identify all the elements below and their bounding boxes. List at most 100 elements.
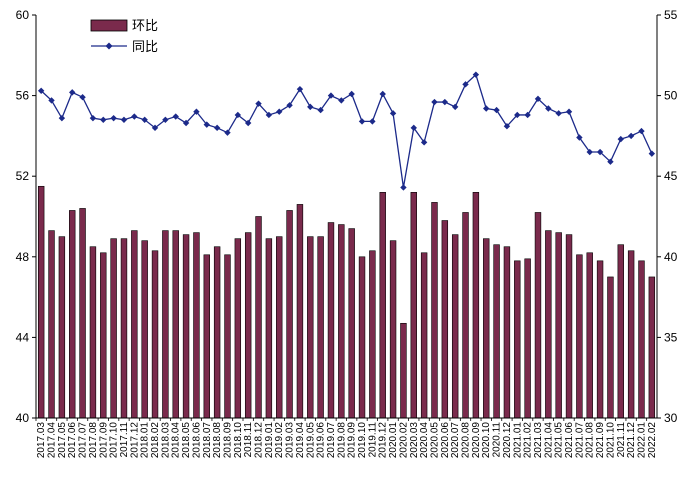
point-2019.07 xyxy=(327,92,335,99)
bar-2019.05 xyxy=(307,236,314,419)
bar-2017.07 xyxy=(79,208,86,419)
point-2021.05 xyxy=(555,110,562,117)
x-tick-label-2018.05: 2018.05 xyxy=(181,422,192,459)
point-2018.06 xyxy=(193,108,200,115)
x-tick-label-2017.08: 2017.08 xyxy=(88,422,99,459)
bar-2019.09 xyxy=(348,228,355,419)
bar-2018.07 xyxy=(203,254,210,419)
point-2021.08 xyxy=(586,148,593,156)
x-tick-label-2017.12: 2017.12 xyxy=(129,422,140,459)
bar-2018.06 xyxy=(193,232,200,419)
x-tick-label-2020.05: 2020.05 xyxy=(429,422,440,459)
point-2020.10 xyxy=(483,105,490,112)
point-2017.04 xyxy=(48,97,55,104)
left-axis-ticks: 40 44 48 52 56 60 xyxy=(16,8,36,425)
bar-2021.10 xyxy=(607,276,614,419)
bar-2020.09 xyxy=(472,192,480,419)
left-tick-label-60: 60 xyxy=(16,8,30,22)
x-tick-label-2021.10: 2021.10 xyxy=(605,422,616,459)
point-2021.03 xyxy=(534,95,542,103)
bar-2021.07 xyxy=(576,254,583,419)
point-2019.05 xyxy=(307,103,314,111)
bar-2022.02 xyxy=(648,276,656,419)
point-2021.02 xyxy=(524,111,531,119)
point-2018.05 xyxy=(182,119,190,127)
x-tick-label-2020.02: 2020.02 xyxy=(398,422,409,459)
point-2017.10 xyxy=(110,114,117,122)
bar-2017.12 xyxy=(131,230,138,419)
bar-2019.08 xyxy=(338,224,345,419)
point-2019.08 xyxy=(338,97,345,104)
bar-2020.10 xyxy=(483,238,490,419)
point-2021.11 xyxy=(617,135,624,143)
legend-marker-tongbi xyxy=(105,42,113,50)
bar-2020.02 xyxy=(400,322,407,419)
point-2017.05 xyxy=(58,114,66,122)
x-tick-label-2019.01: 2019.01 xyxy=(264,422,275,459)
right-tick-label-50: 50 xyxy=(664,89,678,103)
point-2018.08 xyxy=(213,124,221,132)
x-tick-label-2020.10: 2020.10 xyxy=(481,422,492,459)
point-2018.07 xyxy=(203,121,210,128)
bar-2021.01 xyxy=(514,260,521,419)
x-tick-label-2021.08: 2021.08 xyxy=(585,422,596,459)
point-2020.08 xyxy=(462,81,469,88)
point-2017.08 xyxy=(89,114,97,122)
bar-2020.06 xyxy=(441,220,449,419)
x-tick-label-2021.11: 2021.11 xyxy=(616,422,627,458)
x-tick-label-2017.05: 2017.05 xyxy=(57,422,68,459)
point-2019.12 xyxy=(379,90,386,98)
bar-2019.06 xyxy=(317,236,324,419)
bar-2019.11 xyxy=(369,250,376,419)
point-2020.09 xyxy=(472,71,480,78)
point-2020.11 xyxy=(493,106,500,114)
bar-2021.06 xyxy=(565,234,573,419)
x-tick-label-2018.06: 2018.06 xyxy=(191,422,202,459)
right-tick-label-55: 55 xyxy=(664,8,678,22)
x-axis-ticks: 2017.03 2017.04 2017.05 2017.06 2017.07 2017.… xyxy=(35,418,658,459)
x-tick-label-2021.01: 2021.01 xyxy=(512,422,523,459)
point-2018.09 xyxy=(224,129,231,136)
bar-2018.08 xyxy=(213,246,221,419)
point-2020.07 xyxy=(451,103,459,111)
bar-2020.04 xyxy=(420,252,428,419)
bar-2021.05 xyxy=(555,232,562,419)
bar-2017.05 xyxy=(58,236,66,419)
point-2021.04 xyxy=(545,105,552,112)
line-series-tongbi xyxy=(37,71,656,191)
x-tick-label-2017.03: 2017.03 xyxy=(36,422,47,459)
left-tick-label-48: 48 xyxy=(16,250,30,264)
bar-2018.02 xyxy=(151,250,159,419)
x-tick-label-2020.01: 2020.01 xyxy=(388,422,399,459)
bar-2018.09 xyxy=(224,254,231,419)
point-2019.03 xyxy=(286,102,293,109)
x-tick-label-2019.03: 2019.03 xyxy=(285,422,296,459)
point-2018.04 xyxy=(172,113,179,120)
x-tick-label-2018.03: 2018.03 xyxy=(160,422,171,459)
right-tick-label-30: 30 xyxy=(664,411,678,425)
x-tick-label-2021.12: 2021.12 xyxy=(626,422,637,459)
x-tick-label-2021.05: 2021.05 xyxy=(554,422,565,459)
x-tick-label-2017.10: 2017.10 xyxy=(109,422,120,459)
point-2018.03 xyxy=(162,116,169,123)
point-2017.07 xyxy=(79,94,86,101)
x-tick-label-2021.06: 2021.06 xyxy=(564,422,575,459)
point-2022.01 xyxy=(638,127,645,135)
right-tick-label-35: 35 xyxy=(664,330,678,344)
x-tick-label-2019.10: 2019.10 xyxy=(357,422,368,459)
bar-2020.03 xyxy=(410,192,417,419)
bar-2019.01 xyxy=(265,238,273,419)
left-tick-label-52: 52 xyxy=(16,169,30,183)
point-2020.06 xyxy=(441,98,449,106)
point-2018.11 xyxy=(244,119,252,127)
x-tick-label-2018.04: 2018.04 xyxy=(171,422,182,459)
bar-2021.08 xyxy=(586,252,593,419)
x-tick-label-2018.07: 2018.07 xyxy=(202,422,213,459)
point-2019.01 xyxy=(265,111,273,119)
bar-2021.09 xyxy=(596,260,604,419)
bar-2017.03 xyxy=(37,185,45,419)
point-2017.12 xyxy=(131,113,138,120)
x-tick-label-2019.04: 2019.04 xyxy=(295,422,306,459)
point-2021.06 xyxy=(565,108,573,115)
right-axis-ticks: 30 35 40 45 50 55 xyxy=(657,8,678,425)
